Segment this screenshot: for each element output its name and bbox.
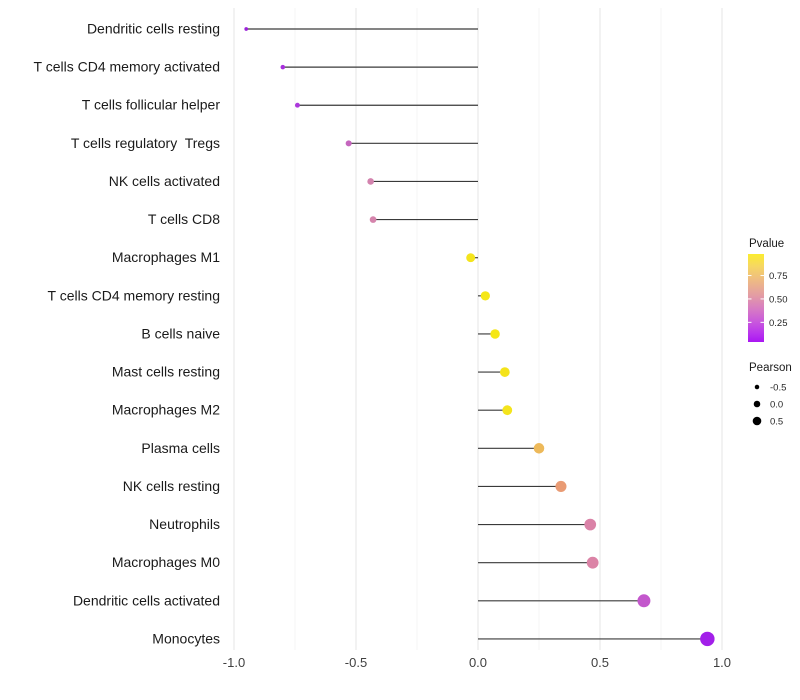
legend-size-label: -0.5 <box>770 383 786 394</box>
lollipop-dot <box>369 216 377 223</box>
x-tick-label: -0.5 <box>345 655 367 670</box>
lollipop-dot <box>586 556 599 569</box>
lollipop-dot <box>244 27 249 31</box>
lollipop-dot <box>637 594 651 608</box>
colorbar-tick-label: 0.75 <box>769 271 788 282</box>
y-axis-label: Macrophages M1 <box>112 249 220 265</box>
lollipop-dot <box>280 64 286 70</box>
x-tick-label: 1.0 <box>713 655 731 670</box>
y-axis-label: Macrophages M0 <box>112 554 220 570</box>
lollipop-dot <box>490 329 500 339</box>
lollipop-dot <box>499 367 510 377</box>
lollipop-dot <box>466 253 476 263</box>
colorbar-tick-label: 0.25 <box>769 318 788 329</box>
x-tick-label: 0.0 <box>469 655 487 670</box>
legend-size-label: 0.5 <box>770 417 783 428</box>
lollipop-dot <box>533 443 545 454</box>
y-axis-label: T cells CD4 memory resting <box>48 287 220 303</box>
y-axis-label: NK cells resting <box>123 478 220 494</box>
lollipop-dot <box>294 102 300 108</box>
legend-pearson-title: Pearson <box>749 362 792 374</box>
y-axis-label: NK cells activated <box>109 173 220 189</box>
x-tick-label: -1.0 <box>223 655 245 670</box>
legend-size-dot <box>754 384 760 390</box>
y-axis-label: T cells CD4 memory activated <box>34 59 220 75</box>
y-axis-label: Macrophages M2 <box>112 402 220 418</box>
lollipop-dot <box>584 518 597 531</box>
y-axis-label: Monocytes <box>152 630 220 646</box>
y-axis-label: Neutrophils <box>149 516 220 532</box>
y-axis-label: Dendritic cells resting <box>87 21 220 37</box>
y-axis-label: T cells regulatory Tregs <box>71 135 220 151</box>
lollipop-dot <box>367 178 374 185</box>
legend-size-dot <box>753 400 761 408</box>
lollipop-dot <box>555 480 567 492</box>
y-axis-label: Plasma cells <box>141 440 220 456</box>
y-axis-label: B cells naive <box>141 325 220 341</box>
legend-size-dot <box>752 416 762 426</box>
y-axis-label: T cells CD8 <box>148 211 220 227</box>
y-axis-label: Dendritic cells activated <box>73 592 220 608</box>
lollipop-dot <box>480 291 490 301</box>
lollipop-dot <box>502 405 513 416</box>
pvalue-colorbar <box>748 254 764 342</box>
lollipop-dot <box>345 140 352 147</box>
y-axis-label: T cells follicular helper <box>82 97 221 113</box>
legend-size-label: 0.0 <box>770 400 783 411</box>
x-tick-label: 0.5 <box>591 655 609 670</box>
legend-pvalue-title: Pvalue <box>749 238 784 250</box>
colorbar-tick-label: 0.50 <box>769 294 788 305</box>
lollipop-dot <box>700 631 715 647</box>
y-axis-label: Mast cells resting <box>112 364 220 380</box>
